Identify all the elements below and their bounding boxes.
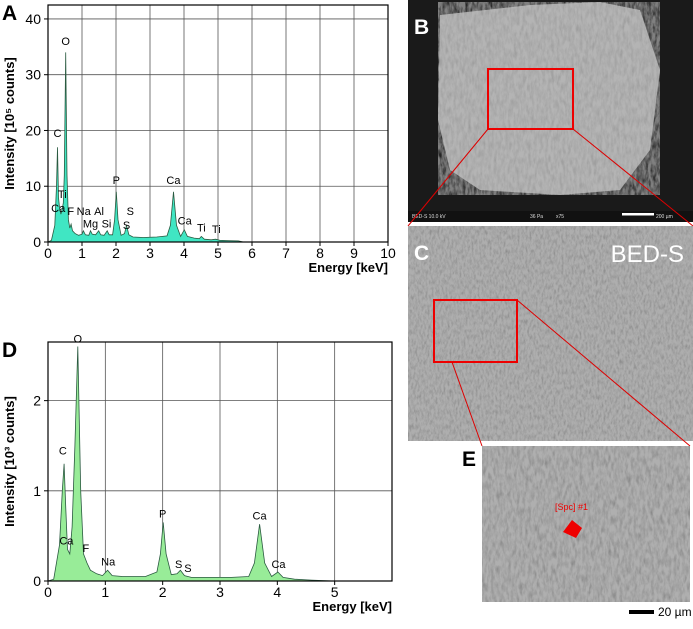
spectrum <box>47 52 244 243</box>
x-tick-label: 6 <box>248 245 256 261</box>
peak-label: S <box>123 220 130 232</box>
peak-label: Ca <box>271 559 286 571</box>
x-tick-label: 5 <box>331 584 339 600</box>
spectrum <box>47 346 335 582</box>
sem-info: 200 µm <box>656 214 673 220</box>
image-mode: BED-S <box>611 241 684 268</box>
y-tick-label: 1 <box>33 483 41 499</box>
peak-label: Ti <box>212 224 221 236</box>
x-tick-label: 8 <box>316 245 324 261</box>
peak-label: S <box>127 206 134 218</box>
sem-info: 36 Pa <box>530 214 543 220</box>
peak-label: S <box>184 563 191 575</box>
peak-label: P <box>159 509 166 521</box>
y-tick-label: 2 <box>33 393 41 409</box>
peak-label: S <box>175 559 182 571</box>
sem-info: x75 <box>556 214 564 220</box>
y-tick-label: 0 <box>33 573 41 589</box>
x-tick-label: 4 <box>273 584 281 600</box>
peak-label: Ca <box>178 215 193 227</box>
x-tick-label: 7 <box>282 245 290 261</box>
peak-label: O <box>61 36 70 48</box>
panel-label: D <box>2 339 17 362</box>
y-axis-label: Intensity [10³ counts] <box>2 396 17 527</box>
x-tick-label: 2 <box>159 584 167 600</box>
x-tick-label: 3 <box>146 245 154 261</box>
peak-label: C <box>54 128 62 140</box>
peak-label: Na <box>77 206 92 218</box>
x-tick-label: 10 <box>380 245 396 261</box>
x-tick-label: 0 <box>44 584 52 600</box>
peak-label: O <box>74 334 83 346</box>
x-tick-label: 1 <box>101 584 109 600</box>
x-tick-label: 3 <box>216 584 224 600</box>
y-tick-label: 20 <box>25 122 41 138</box>
peak-label: Na <box>101 556 116 568</box>
peak-label: Ca <box>253 510 268 522</box>
spot-label: [Spc] #1 <box>555 502 588 512</box>
x-tick-label: 5 <box>214 245 222 261</box>
peak-label: Ti <box>58 189 67 201</box>
scale-bar <box>629 610 654 614</box>
sem-info: BED-S 10.0 kV <box>412 214 446 220</box>
peak-label: Ca <box>51 203 66 215</box>
x-axis-label: Energy [keV] <box>309 260 388 275</box>
sem-image-e: [Spc] #1 E <box>462 446 690 602</box>
panel-label: A <box>2 2 17 25</box>
peak-label: C <box>59 446 67 458</box>
x-tick-label: 1 <box>78 245 86 261</box>
panel-label: E <box>462 448 476 471</box>
peak-label: Al <box>94 206 104 218</box>
sem-image-c: C BED-S <box>408 226 693 441</box>
x-tick-label: 9 <box>350 245 358 261</box>
peak-label: Ca <box>166 175 181 187</box>
x-axis-label: Energy [keV] <box>313 599 392 614</box>
peak-label: Mg <box>83 219 98 231</box>
y-tick-label: 0 <box>33 234 41 250</box>
x-tick-label: 0 <box>44 245 52 261</box>
y-axis-label: Intensity [10⁵ counts] <box>2 57 17 190</box>
panel-label: C <box>414 242 429 265</box>
y-tick-label: 30 <box>25 67 41 83</box>
peak-label: Ti <box>197 223 206 235</box>
scale-label: 20 µm <box>658 605 692 619</box>
peak-label: Ca <box>59 536 74 548</box>
peak-label: Si <box>102 219 112 231</box>
panel-label: B <box>414 16 429 39</box>
x-tick-label: 4 <box>180 245 188 261</box>
peak-label: F <box>82 543 89 555</box>
peak-label: P <box>113 175 120 187</box>
y-tick-label: 10 <box>25 178 41 194</box>
peak-label: F <box>67 206 74 218</box>
x-tick-label: 2 <box>112 245 120 261</box>
y-tick-label: 40 <box>25 11 41 27</box>
sem-image-b: BED-S 10.0 kV 36 Pa x75 200 µm B <box>408 0 693 222</box>
